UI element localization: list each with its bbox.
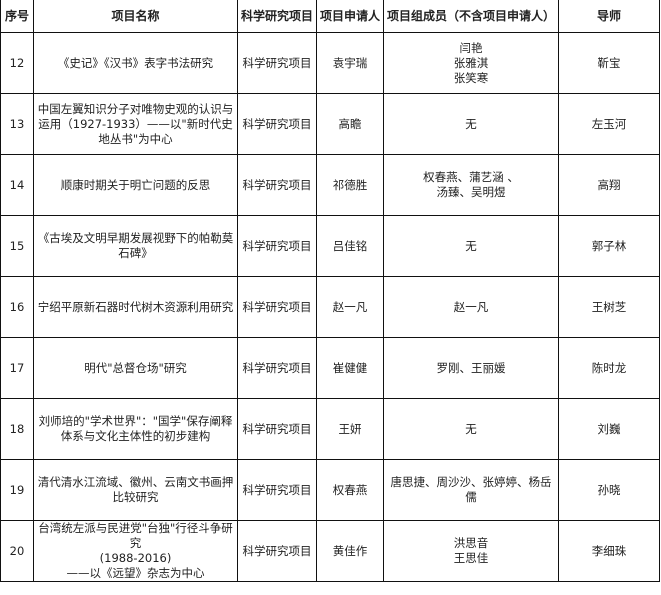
cell-advisor: 孙晓 [558,459,660,521]
header-name: 项目名称 [33,0,238,33]
cell-advisor: 左玉河 [558,93,660,155]
table-row: 13 中国左翼知识分子对唯物史观的认识与运用（1927-1933）——以"新时代史… [0,93,660,155]
table-row: 15 《古埃及文明早期发展视野下的帕勒莫石碑》 科学研究项目 吕佳铭无郭子林 [0,215,660,277]
table-row: 14 顺康时期关于明亡问题的反思 科学研究项目 祁德胜 权春燕、蒲艺涵 、 汤臻、吴明煜… [0,154,660,216]
cell-members: 无 [383,93,559,155]
cell-applicant: 王妍 [316,398,384,460]
cell-name: 《史记》《汉书》表字书法研究 [33,32,238,94]
cell-applicant: 崔健健 [316,337,384,399]
cell-type: 科学研究项目 [237,398,317,460]
header-type: 科学研究项目 [237,0,317,33]
cell-name: 顺康时期关于明亡问题的反思 [33,154,238,216]
cell-applicant: 吕佳铭 [316,215,384,277]
cell-applicant: 赵一凡 [316,276,384,338]
header-row: 序号 项目名称 科学研究项目 项目申请人 项目组成员（不含项目申请人） 导师 [0,0,660,33]
cell-no: 15 [0,215,34,277]
cell-name: 中国左翼知识分子对唯物史观的认识与运用（1927-1933）——以"新时代史地丛… [33,93,238,155]
cell-no: 14 [0,154,34,216]
cell-members: 赵一凡 [383,276,559,338]
cell-applicant: 黄佳作 [316,520,384,582]
cell-name: 台湾统左派与民进党"台独"行径斗争研究 (1988-2016) ——以《远望》杂… [33,520,238,582]
table-row: 17 明代"总督仓场"研究 科学研究项目 崔健健 罗刚、王丽媛 陈时龙 [0,337,660,399]
cell-members: 罗刚、王丽媛 [383,337,559,399]
cell-applicant: 高瞻 [316,93,384,155]
cell-advisor: 陈时龙 [558,337,660,399]
header-applicant: 项目申请人 [316,0,384,33]
cell-advisor: 高翔 [558,154,660,216]
cell-name: 《古埃及文明早期发展视野下的帕勒莫石碑》 [33,215,238,277]
cell-no: 18 [0,398,34,460]
cell-no: 16 [0,276,34,338]
cell-name: 明代"总督仓场"研究 [33,337,238,399]
cell-applicant: 祁德胜 [316,154,384,216]
cell-applicant: 权春燕 [316,459,384,521]
project-table: 序号 项目名称 科学研究项目 项目申请人 项目组成员（不含项目申请人） 导师 1… [0,0,660,582]
header-members: 项目组成员（不含项目申请人） [383,0,559,33]
cell-name: 宁绍平原新石器时代树木资源利用研究 [33,276,238,338]
cell-type: 科学研究项目 [237,337,317,399]
cell-no: 19 [0,459,34,521]
table-row: 12 《史记》《汉书》表字书法研究 科学研究项目 袁宇瑞 闫艳 张雅淇 张笑寒 靳宝 [0,32,660,94]
cell-type: 科学研究项目 [237,215,317,277]
cell-members: 闫艳 张雅淇 张笑寒 [383,32,559,94]
cell-name: 清代清水江流域、徽州、云南文书画押比较研究 [33,459,238,521]
cell-name: 刘师培的"学术世界"："国学"保存阐释体系与文化主体性的初步建构 [33,398,238,460]
cell-members: 洪思音 王思佳 [383,520,559,582]
cell-no: 13 [0,93,34,155]
table-row: 19 清代清水江流域、徽州、云南文书画押比较研究 科学研究项目 权春燕 唐思捷、周沙沙、… [0,459,660,521]
cell-advisor: 刘巍 [558,398,660,460]
cell-advisor: 王树芝 [558,276,660,338]
cell-applicant: 袁宇瑞 [316,32,384,94]
cell-type: 科学研究项目 [237,32,317,94]
cell-type: 科学研究项目 [237,276,317,338]
cell-type: 科学研究项目 [237,520,317,582]
cell-no: 20 [0,520,34,582]
table-row: 20 台湾统左派与民进党"台独"行径斗争研究 (1988-2016) ——以《远望… [0,520,660,582]
table-row: 18 刘师培的"学术世界"："国学"保存阐释体系与文化主体性的初步建构 科学研究项目… [0,398,660,460]
cell-no: 12 [0,32,34,94]
cell-type: 科学研究项目 [237,154,317,216]
table-row: 16 宁绍平原新石器时代树木资源利用研究 科学研究项目 赵一凡 赵一凡 王树芝 [0,276,660,338]
cell-members: 唐思捷、周沙沙、张婷婷、杨岳儒 [383,459,559,521]
cell-no: 17 [0,337,34,399]
cell-type: 科学研究项目 [237,93,317,155]
cell-type: 科学研究项目 [237,459,317,521]
cell-advisor: 郭子林 [558,215,660,277]
cell-advisor: 靳宝 [558,32,660,94]
header-advisor: 导师 [558,0,660,33]
cell-advisor: 李细珠 [558,520,660,582]
cell-members: 无 [383,398,559,460]
cell-members: 无 [383,215,559,277]
cell-members: 权春燕、蒲艺涵 、 汤臻、吴明煜 [383,154,559,216]
header-no: 序号 [0,0,34,33]
